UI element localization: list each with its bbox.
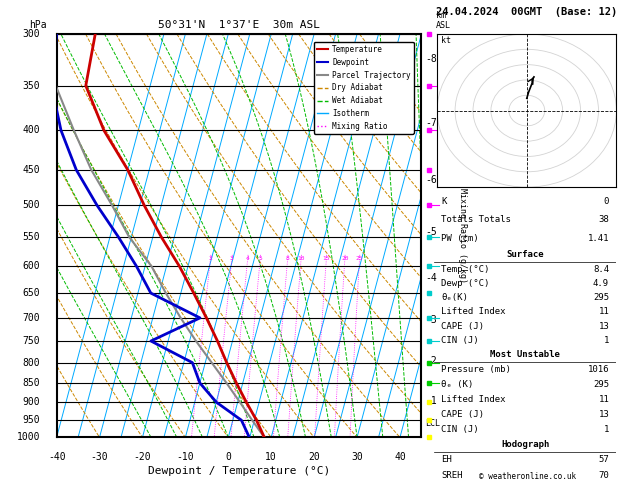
Text: K: K xyxy=(442,197,447,206)
Text: Lifted Index: Lifted Index xyxy=(442,308,506,316)
Text: Dewp (°C): Dewp (°C) xyxy=(442,279,490,288)
Text: 15: 15 xyxy=(323,256,330,260)
Text: 750: 750 xyxy=(23,336,40,346)
Text: 30: 30 xyxy=(351,451,363,462)
Text: Mixing Ratio (g/kg): Mixing Ratio (g/kg) xyxy=(458,188,467,283)
Text: Hodograph: Hodograph xyxy=(501,440,549,450)
Text: 800: 800 xyxy=(23,358,40,367)
Text: 700: 700 xyxy=(23,313,40,323)
Text: θₑ(K): θₑ(K) xyxy=(442,293,468,302)
Text: -6: -6 xyxy=(425,175,437,185)
Text: 13: 13 xyxy=(598,322,609,330)
Text: 4.9: 4.9 xyxy=(593,279,609,288)
Text: 450: 450 xyxy=(23,165,40,175)
Text: PW (cm): PW (cm) xyxy=(442,234,479,243)
Text: -5: -5 xyxy=(425,226,437,237)
Text: 8.4: 8.4 xyxy=(593,265,609,274)
Text: Temp (°C): Temp (°C) xyxy=(442,265,490,274)
Text: SREH: SREH xyxy=(442,470,463,480)
Text: 500: 500 xyxy=(23,200,40,210)
Text: km
ASL: km ASL xyxy=(436,11,451,30)
Text: 11: 11 xyxy=(598,396,609,404)
Text: EH: EH xyxy=(442,455,452,465)
Text: hPa: hPa xyxy=(30,20,47,30)
Text: Pressure (mb): Pressure (mb) xyxy=(442,365,511,375)
Text: 550: 550 xyxy=(23,232,40,242)
Text: 300: 300 xyxy=(23,29,40,39)
Text: 295: 295 xyxy=(593,381,609,389)
Text: 38: 38 xyxy=(598,215,609,225)
Text: 25: 25 xyxy=(355,256,363,260)
Text: 400: 400 xyxy=(23,125,40,136)
Text: 0: 0 xyxy=(604,197,609,206)
Text: 20: 20 xyxy=(308,451,320,462)
Text: -7: -7 xyxy=(425,118,437,128)
Text: 295: 295 xyxy=(593,293,609,302)
Text: 70: 70 xyxy=(598,470,609,480)
Text: -1: -1 xyxy=(425,396,437,406)
Text: 8: 8 xyxy=(286,256,289,260)
Text: θₑ (K): θₑ (K) xyxy=(442,381,474,389)
Text: 900: 900 xyxy=(23,397,40,407)
Text: 0: 0 xyxy=(225,451,231,462)
Text: 1: 1 xyxy=(604,425,609,434)
Text: -8: -8 xyxy=(425,54,437,64)
Text: LCL: LCL xyxy=(425,419,440,428)
Text: 5: 5 xyxy=(258,256,262,260)
Text: -4: -4 xyxy=(425,273,437,283)
Text: 350: 350 xyxy=(23,81,40,91)
Text: Most Unstable: Most Unstable xyxy=(490,350,560,360)
Text: 600: 600 xyxy=(23,261,40,271)
Text: Totals Totals: Totals Totals xyxy=(442,215,511,225)
Text: 1000: 1000 xyxy=(17,433,40,442)
Text: CIN (J): CIN (J) xyxy=(442,425,479,434)
Text: 2: 2 xyxy=(208,256,212,260)
Text: 11: 11 xyxy=(598,308,609,316)
Text: CAPE (J): CAPE (J) xyxy=(442,322,484,330)
Text: 24.04.2024  00GMT  (Base: 12): 24.04.2024 00GMT (Base: 12) xyxy=(437,7,618,17)
Text: -30: -30 xyxy=(91,451,108,462)
Text: 1016: 1016 xyxy=(587,365,609,375)
Text: CAPE (J): CAPE (J) xyxy=(442,410,484,419)
Text: 57: 57 xyxy=(598,455,609,465)
Text: 650: 650 xyxy=(23,288,40,298)
Text: 1.41: 1.41 xyxy=(587,234,609,243)
Title: 50°31'N  1°37'E  30m ASL: 50°31'N 1°37'E 30m ASL xyxy=(158,20,320,31)
Text: 850: 850 xyxy=(23,378,40,388)
Text: 4: 4 xyxy=(245,256,249,260)
Text: CIN (J): CIN (J) xyxy=(442,336,479,345)
Text: 13: 13 xyxy=(598,410,609,419)
Text: -20: -20 xyxy=(133,451,151,462)
Text: 3: 3 xyxy=(230,256,233,260)
Text: Dewpoint / Temperature (°C): Dewpoint / Temperature (°C) xyxy=(148,466,330,476)
Text: © weatheronline.co.uk: © weatheronline.co.uk xyxy=(479,472,576,481)
Text: 40: 40 xyxy=(394,451,406,462)
Legend: Temperature, Dewpoint, Parcel Trajectory, Dry Adiabat, Wet Adiabat, Isotherm, Mi: Temperature, Dewpoint, Parcel Trajectory… xyxy=(314,42,414,134)
Text: 20: 20 xyxy=(341,256,348,260)
Text: kt: kt xyxy=(441,36,451,45)
Text: Lifted Index: Lifted Index xyxy=(442,396,506,404)
Text: -10: -10 xyxy=(177,451,194,462)
Text: 10: 10 xyxy=(298,256,304,260)
Text: 950: 950 xyxy=(23,415,40,425)
Text: -40: -40 xyxy=(48,451,65,462)
Text: -2: -2 xyxy=(425,356,437,365)
Text: 10: 10 xyxy=(265,451,277,462)
Text: -3: -3 xyxy=(425,315,437,325)
Text: Surface: Surface xyxy=(506,250,544,260)
Text: 1: 1 xyxy=(604,336,609,345)
